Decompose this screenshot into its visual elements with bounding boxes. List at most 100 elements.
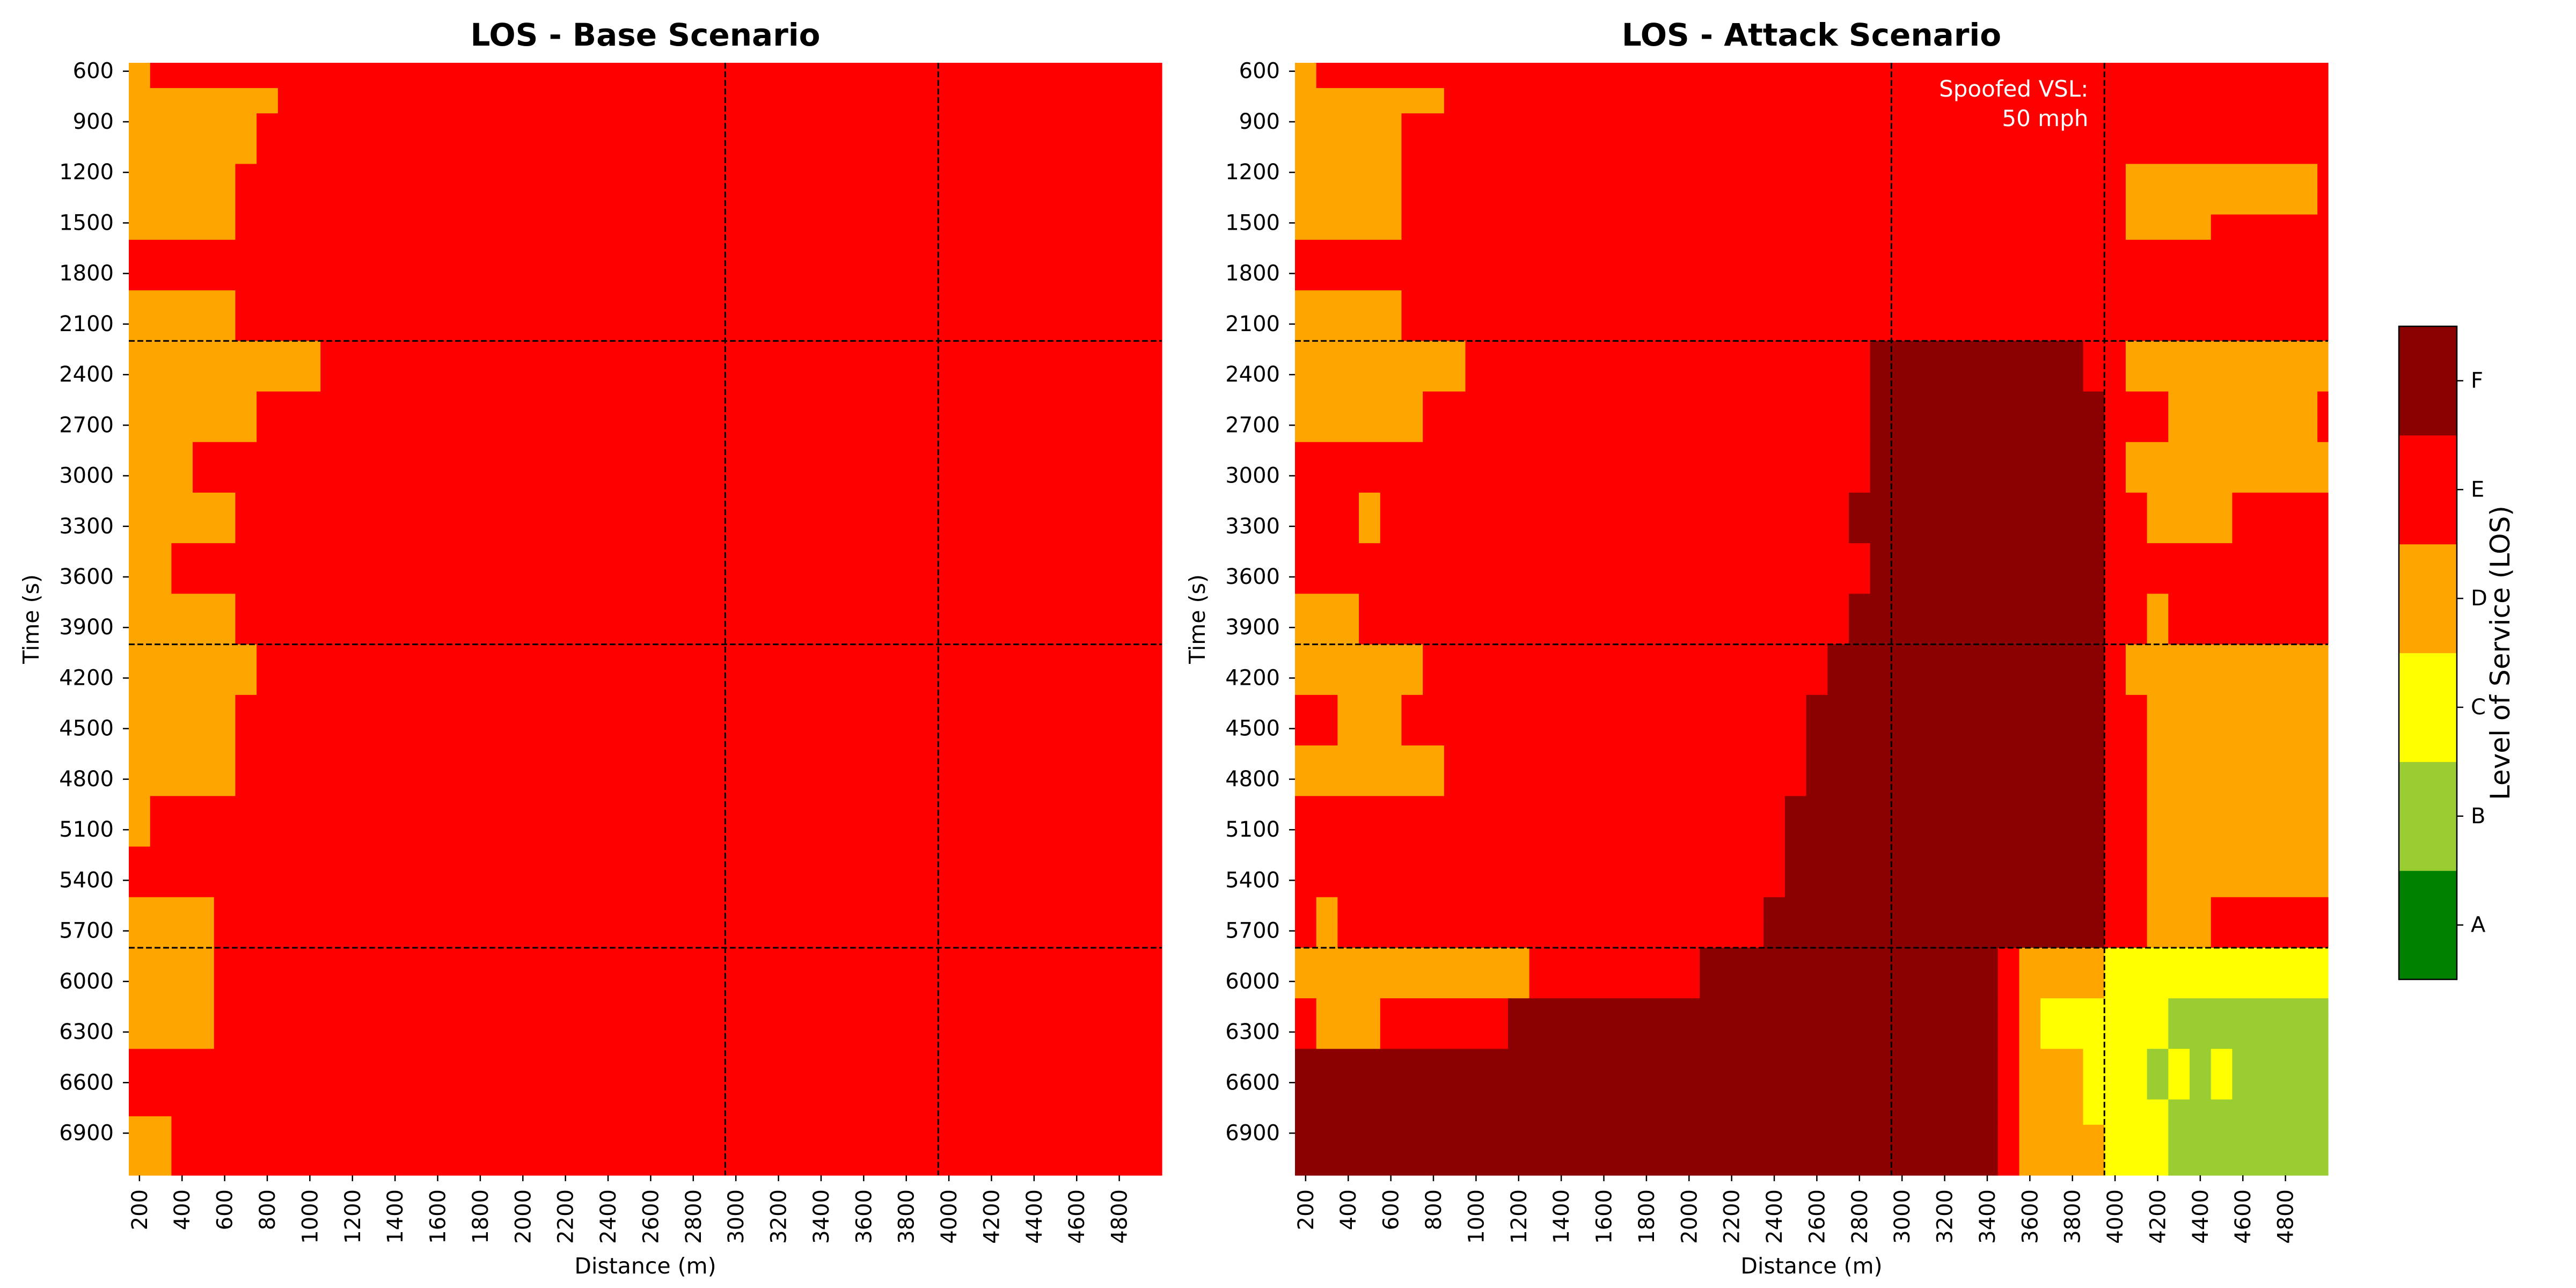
heatmap-cell: [1401, 164, 2126, 190]
x-tick-label: 2800: [1848, 1189, 1872, 1244]
x-tick-label: 2400: [596, 1189, 621, 1244]
heatmap-cell: [129, 644, 257, 696]
heatmap-cell: [1423, 391, 1871, 418]
x-tick-label: 2800: [682, 1189, 706, 1244]
y-tick-label: 1500: [59, 210, 114, 235]
heatmap-cell: [1295, 341, 1466, 392]
heatmap-cell: [2104, 796, 2148, 898]
heatmap-cell: [1359, 492, 1381, 518]
x-tick-label: 1200: [341, 1189, 365, 1244]
colorbar-tick-label: C: [2471, 695, 2486, 720]
heatmap-cell: [1295, 113, 1402, 165]
heatmap-cell: [1295, 164, 1402, 190]
heatmap-cell: [1295, 63, 1317, 89]
heatmap-cell: [2147, 694, 2329, 746]
base-scenario-heatmap: LOS - Base Scenario 600 900 1200 1500 1800 210…: [18, 17, 1162, 1279]
x-tick-label: 4600: [1065, 1189, 1089, 1244]
y-tick-label: 6300: [59, 1020, 114, 1044]
heatmap-cell: [2083, 1049, 2105, 1100]
x-tick-label: 1400: [383, 1189, 408, 1244]
heatmap-cell: [2168, 1099, 2329, 1125]
heatmap-cell: [2104, 391, 2169, 418]
heatmap-cell: [1465, 341, 1871, 392]
heatmap-cell: [2083, 1099, 2105, 1125]
heatmap-cell: [1295, 1124, 1999, 1176]
heatmap-cell: [1295, 214, 1402, 240]
heatmap-cell: [1997, 1124, 2020, 1176]
x-tick-label: 3200: [1933, 1189, 1958, 1244]
x-tick-label: 4000: [937, 1189, 962, 1244]
colorbar-frame: [2398, 325, 2458, 980]
x-tick-label: 1400: [1549, 1189, 1574, 1244]
heatmap-cell: [2104, 922, 2148, 948]
y-tick-label: 4800: [59, 767, 114, 792]
heatmap-cell: [1444, 745, 1807, 796]
heatmap-cell: [1827, 644, 2105, 696]
heatmap-cell: [129, 694, 236, 796]
x-tick-label: 2000: [511, 1189, 536, 1244]
heatmap-cell: [1295, 1049, 1999, 1100]
y-tick-label: 2400: [59, 362, 114, 387]
heatmap-cell: [1784, 796, 2105, 898]
heatmap-cell: [2232, 492, 2329, 518]
heatmap-cell: [1316, 63, 2329, 89]
x-tick-label: 800: [255, 1189, 280, 1230]
y-tick-label: 3900: [59, 615, 114, 640]
heatmap-cell: [2168, 416, 2318, 443]
heatmap-cell: [2168, 1049, 2190, 1100]
x-tick-label: 2000: [1677, 1189, 1702, 1244]
heatmap-cell: [2317, 189, 2329, 215]
heatmap-cell: [2104, 1124, 2169, 1176]
heatmap-cell: [2168, 1124, 2329, 1176]
heatmap-cell: [1997, 1049, 2020, 1100]
heatmap-cell: [1295, 947, 1530, 999]
y-tick-label: 1200: [59, 160, 114, 185]
spoofed-vsl-annotation: Spoofed VSL:: [1939, 76, 2088, 102]
heatmap-cell: [2147, 745, 2329, 796]
heatmap-cell: [1295, 492, 1359, 518]
y-tick-label: 5700: [59, 919, 114, 943]
heatmap-cell: [2211, 214, 2329, 240]
heatmap-cell: [2147, 897, 2212, 923]
y-tick-label: 4500: [59, 716, 114, 741]
y-tick-label: 4500: [1225, 716, 1280, 741]
heatmap-cell: [129, 113, 257, 165]
heatmap-cell: [2104, 492, 2148, 518]
x-tick-label: 2200: [1720, 1189, 1745, 1244]
y-tick-label: 6900: [1225, 1121, 1280, 1145]
heatmap-cell: [2019, 947, 2105, 999]
x-tick-label: 400: [1336, 1189, 1361, 1230]
x-tick-label: 1800: [1635, 1189, 1659, 1244]
x-tick-label: 4000: [2103, 1189, 2128, 1244]
heatmap-cell: [129, 189, 236, 215]
heatmap-cell: [129, 391, 257, 443]
heatmap-cell: [2104, 745, 2148, 796]
y-tick-label: 6000: [1225, 969, 1280, 994]
y-tick-label: 2100: [59, 312, 114, 336]
heatmap-cell: [2104, 518, 2148, 544]
y-tick-label: 4800: [1225, 767, 1280, 792]
y-tick-label: 1500: [1225, 210, 1280, 235]
heatmap-cell: [129, 341, 321, 392]
y-tick-label: 5100: [59, 817, 114, 842]
heatmap-cell: [2168, 391, 2318, 418]
y-tick-label: 3000: [59, 464, 114, 488]
x-tick-label: 1600: [1592, 1189, 1617, 1244]
y-tick-label: 6300: [1225, 1020, 1280, 1044]
heatmap-cell: [1401, 694, 1807, 746]
heatmap-cell: [129, 164, 236, 190]
heatmap-cell: [1316, 897, 1338, 923]
x-tick-label: 3800: [2061, 1189, 2085, 1244]
y-tick-label: 600: [73, 59, 114, 84]
heatmap-cell: [2147, 922, 2212, 948]
y-tick-label: 3300: [59, 514, 114, 539]
heatmap-cell: [2232, 518, 2329, 544]
heatmap-cell: [129, 290, 236, 341]
heatmap-cell: [2104, 644, 2126, 696]
heatmap-cell: [257, 391, 1162, 443]
x-tick-label: 3600: [2018, 1189, 2043, 1244]
heatmap-cell: [2125, 341, 2329, 392]
y-tick-label: 3600: [1225, 565, 1280, 589]
heatmap-cell: [1316, 998, 1381, 1016]
